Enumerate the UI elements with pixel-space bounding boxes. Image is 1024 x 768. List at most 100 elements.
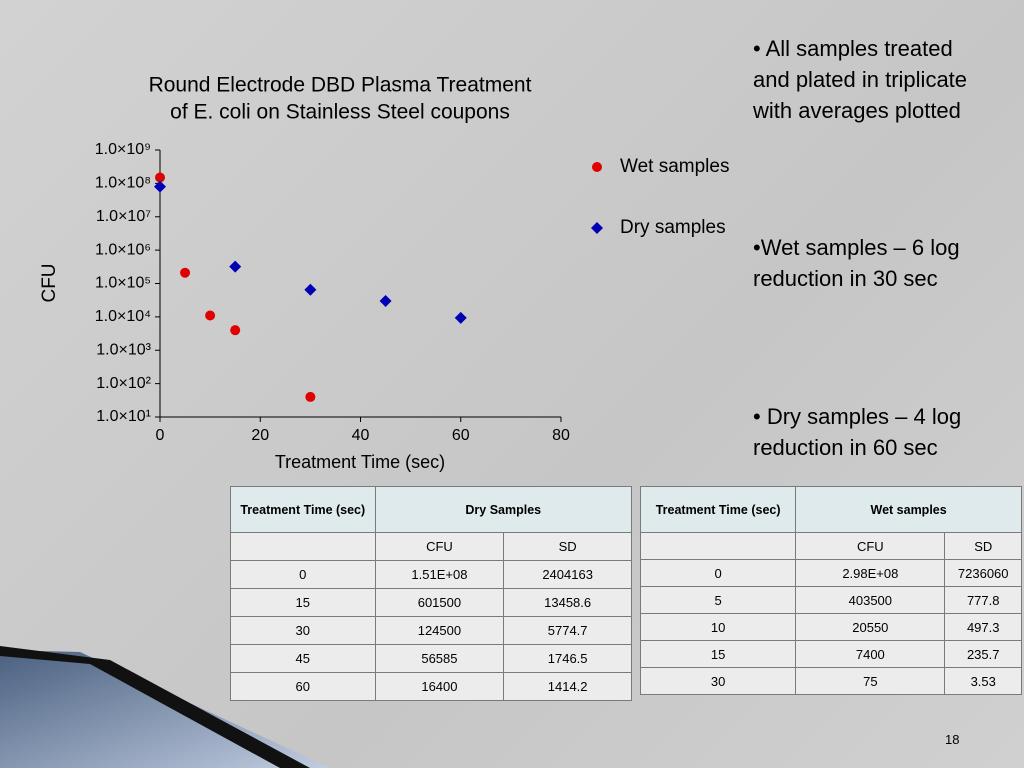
cell: 1.51E+08: [374, 560, 505, 589]
y-tick-label: 1.0×10⁶: [95, 241, 151, 258]
x-tick-label: 80: [552, 427, 570, 444]
header-row: Treatment Time (sec) Wet samples: [639, 486, 1022, 533]
bullet: •Wet samples – 6 log reduction in 30 sec: [753, 232, 960, 294]
data-table: Treatment Time (sec) Dry Samples CFU SD 0 1.5…: [230, 486, 633, 701]
table-row: 0 2.98E+08 7236060: [639, 559, 1022, 587]
cell: 7236060: [944, 559, 1022, 587]
y-tick-label: 1.0×10²: [96, 375, 151, 392]
y-tick-label: 1.0×10⁵: [95, 275, 151, 292]
cell: 20550: [795, 613, 946, 641]
cell: 3.53: [944, 667, 1022, 695]
legend-marker: [591, 222, 603, 234]
header-cell: Treatment Time (sec): [639, 486, 797, 533]
marker: [154, 180, 166, 193]
marker: [454, 311, 467, 324]
subheader-cell: SD: [944, 532, 1022, 560]
table-row: 0 1.51E+08 2404163: [230, 560, 632, 589]
marker: [305, 391, 316, 402]
cell: 2404163: [503, 560, 632, 589]
marker: [379, 294, 392, 307]
page-number: 18: [945, 732, 960, 747]
marker: [155, 172, 165, 183]
cell: 1414.2: [503, 672, 632, 701]
decor: [0, 646, 310, 768]
cell: 30: [639, 667, 797, 695]
cell: 124500: [374, 616, 505, 645]
subheader-cell: CFU: [374, 532, 505, 561]
chart-title: of E. coli on Stainless Steel coupons: [170, 101, 510, 124]
x-axis-label: Treatment Time (sec): [275, 452, 445, 472]
cell: 2.98E+08: [795, 559, 946, 587]
cell: 45: [230, 644, 376, 673]
header-cell: Dry Samples: [374, 486, 633, 533]
cell: 15: [230, 588, 376, 617]
cell: 13458.6: [503, 588, 632, 617]
table-row: 5 403500 777.8: [639, 586, 1022, 614]
bullet-line: with averages plotted: [753, 98, 961, 123]
subheader-row: CFU SD: [639, 532, 1022, 560]
cell: 403500: [795, 586, 946, 614]
table-row: 15 7400 235.7: [639, 640, 1022, 668]
marker: [304, 283, 317, 296]
x-tick-label: 20: [251, 427, 269, 444]
cell: 30: [230, 616, 376, 645]
marker: [229, 260, 242, 273]
cell: 7400: [795, 640, 946, 668]
bullet-line: and plated in triplicate: [753, 67, 968, 92]
subheader-cell: CFU: [795, 532, 946, 560]
cell: 5: [639, 586, 797, 614]
cell: 0: [230, 560, 376, 589]
table-row: 30 124500 5774.7: [230, 616, 632, 645]
header-cell: Treatment Time (sec): [230, 486, 376, 533]
cell: [230, 532, 376, 561]
subheader-cell: SD: [503, 532, 632, 561]
cell: 5774.7: [503, 616, 632, 645]
bullet-line: • Dry samples – 4 log: [753, 404, 962, 429]
cell: 235.7: [944, 640, 1022, 668]
table-row: 10 20550 497.3: [639, 613, 1022, 641]
subheader-row: CFU SD: [230, 532, 632, 561]
legend-marker: [592, 162, 602, 172]
cell: 15: [639, 640, 797, 668]
y-tick-label: 1.0×10⁴: [95, 308, 151, 325]
table-row: 45 56585 1746.5: [230, 644, 632, 673]
y-tick-label: 1.0×10¹: [96, 408, 151, 425]
table-row: 60 16400 1414.2: [230, 672, 632, 701]
bullet-line: reduction in 60 sec: [753, 435, 938, 460]
marker: [180, 267, 191, 278]
y-tick-label: 1.0×10⁸: [95, 175, 151, 192]
header-row: Treatment Time (sec) Dry Samples: [230, 486, 633, 533]
cell: 777.8: [944, 586, 1022, 614]
cell: 497.3: [944, 613, 1022, 641]
cell: 75: [795, 667, 946, 695]
y-tick-label: 1.0×10⁹: [95, 141, 151, 158]
table-row: 30 75 3.53: [639, 667, 1022, 695]
bullet-line: reduction in 30 sec: [753, 266, 938, 291]
x-tick-label: 40: [352, 427, 370, 444]
cell: 60: [230, 672, 376, 701]
y-axis-label: CFU: [39, 263, 60, 302]
marker: [230, 325, 241, 336]
marker: [205, 310, 216, 321]
cell: 16400: [374, 672, 505, 701]
table-row: 15 601500 13458.6: [230, 588, 632, 617]
header-cell: Wet samples: [795, 486, 1022, 533]
cell: 0: [639, 559, 797, 587]
cell: 10: [639, 613, 797, 641]
x-tick-label: 60: [452, 427, 470, 444]
bullet-line: • All samples treated: [753, 36, 953, 61]
cell: 601500: [374, 588, 505, 617]
bullet: • All samples treated and plated in tripl…: [753, 33, 967, 126]
legend-label: Dry samples: [620, 217, 726, 238]
chart-title: Round Electrode DBD Plasma Treatment: [149, 74, 532, 97]
cell: 56585: [374, 644, 505, 673]
x-tick-label: 0: [156, 427, 165, 444]
bullet: • Dry samples – 4 log reduction in 60 sec: [753, 401, 961, 463]
y-tick-label: 1.0×10⁷: [96, 208, 151, 225]
cell: [639, 532, 797, 560]
bullet-line: •Wet samples – 6 log: [753, 235, 960, 260]
y-tick-label: 1.0×10³: [96, 341, 151, 358]
data-table: Treatment Time (sec) Wet samples CFU SD 0 2.9…: [639, 486, 1022, 695]
